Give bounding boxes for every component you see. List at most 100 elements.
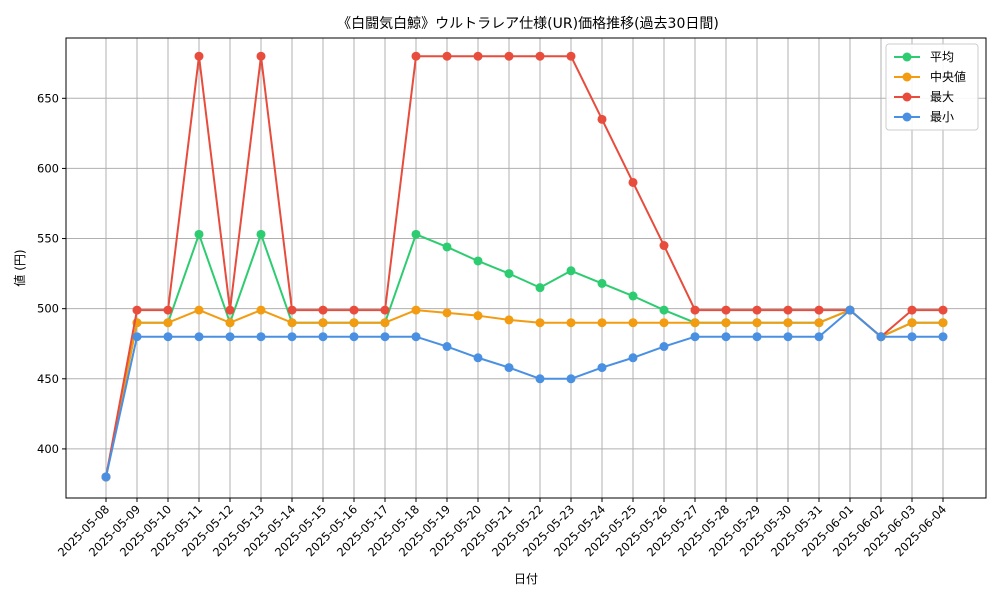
data-point: [597, 278, 607, 288]
data-point: [256, 51, 266, 61]
data-point: [504, 363, 514, 373]
data-point: [659, 305, 669, 315]
series-layer: [101, 51, 948, 482]
data-point: [752, 305, 762, 315]
data-point: [628, 177, 638, 187]
data-point: [814, 332, 824, 342]
data-point: [876, 332, 886, 342]
data-point: [721, 332, 731, 342]
y-tick-label: 400: [37, 442, 59, 456]
data-point: [783, 318, 793, 328]
data-point: [938, 305, 948, 315]
series-line: [105, 55, 943, 478]
data-point: [566, 374, 576, 384]
data-point: [132, 332, 142, 342]
y-axis-ticks: 400 450 500 550 600 650: [37, 91, 66, 456]
data-point: [318, 305, 328, 315]
legend-label: 平均: [930, 50, 954, 64]
data-point: [411, 305, 421, 315]
plot-frame: [65, 37, 987, 499]
data-point: [628, 291, 638, 301]
data-point: [442, 242, 452, 252]
data-point: [907, 332, 917, 342]
data-point: [256, 229, 266, 239]
data-point: [194, 305, 204, 315]
data-point: [225, 332, 235, 342]
data-point: [814, 305, 824, 315]
data-point: [349, 332, 359, 342]
data-point: [504, 51, 514, 61]
data-point: [380, 318, 390, 328]
legend-marker: [902, 52, 912, 62]
data-point: [132, 305, 142, 315]
data-point: [907, 305, 917, 315]
data-point: [659, 241, 669, 251]
data-point: [287, 318, 297, 328]
data-point: [442, 342, 452, 352]
data-point: [535, 51, 545, 61]
data-point: [659, 342, 669, 352]
legend-item: 中央値: [894, 69, 966, 84]
y-tick-label: 550: [37, 232, 59, 246]
data-point: [225, 318, 235, 328]
data-point: [318, 332, 328, 342]
data-point: [535, 374, 545, 384]
x-axis-label: 日付: [514, 572, 538, 586]
data-point: [473, 51, 483, 61]
data-point: [380, 305, 390, 315]
data-point: [535, 283, 545, 293]
data-point: [411, 51, 421, 61]
data-point: [380, 332, 390, 342]
data-point: [442, 51, 452, 61]
data-point: [194, 51, 204, 61]
data-point: [504, 269, 514, 279]
data-point: [535, 318, 545, 328]
data-point: [473, 311, 483, 321]
data-point: [256, 305, 266, 315]
data-point: [659, 318, 669, 328]
data-point: [349, 305, 359, 315]
series-line: [105, 309, 943, 478]
data-point: [194, 332, 204, 342]
data-point: [628, 353, 638, 363]
grid: [66, 38, 986, 498]
data-point: [163, 332, 173, 342]
data-point: [566, 266, 576, 276]
chart-title: 《白闘気白鯨》ウルトラレア仕様(UR)価格推移(過去30日間): [337, 16, 719, 32]
legend-marker: [902, 92, 912, 102]
y-tick-label: 500: [37, 302, 59, 316]
data-point: [163, 305, 173, 315]
data-point: [349, 318, 359, 328]
data-point: [442, 308, 452, 318]
data-point: [814, 318, 824, 328]
series-line: [105, 309, 943, 478]
series-1: [101, 305, 948, 482]
legend-box: [885, 43, 979, 131]
data-point: [194, 229, 204, 239]
data-point: [101, 472, 111, 482]
data-point: [504, 315, 514, 325]
legend-label: 中央値: [930, 69, 966, 84]
data-point: [721, 305, 731, 315]
data-point: [690, 305, 700, 315]
y-tick-label: 650: [37, 91, 59, 105]
data-point: [938, 318, 948, 328]
data-point: [783, 305, 793, 315]
data-point: [473, 353, 483, 363]
y-tick-label: 450: [37, 372, 59, 386]
data-point: [411, 332, 421, 342]
legend-item: 最大: [894, 90, 954, 104]
data-point: [628, 318, 638, 328]
data-point: [845, 305, 855, 315]
series-2: [101, 51, 948, 482]
data-point: [752, 332, 762, 342]
legend-item: 最小: [894, 110, 954, 124]
data-point: [287, 332, 297, 342]
data-point: [256, 332, 266, 342]
data-point: [318, 318, 328, 328]
y-tick-label: 600: [37, 161, 59, 175]
data-point: [783, 332, 793, 342]
